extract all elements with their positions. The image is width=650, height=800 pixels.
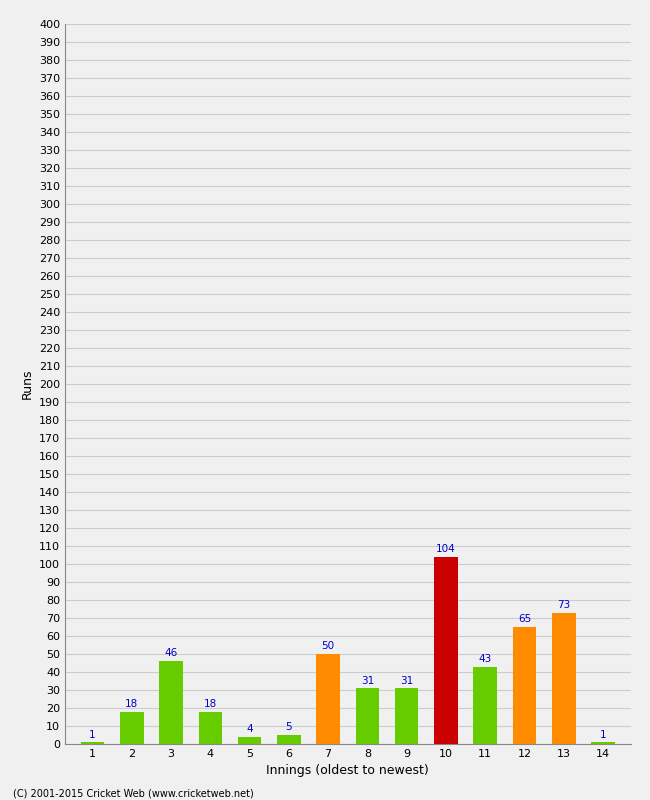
- Text: 1: 1: [600, 730, 606, 739]
- Text: 18: 18: [203, 699, 217, 709]
- Bar: [159, 661, 183, 744]
- Text: 31: 31: [361, 675, 374, 686]
- Bar: [473, 666, 497, 744]
- Text: 50: 50: [322, 642, 335, 651]
- Text: 104: 104: [436, 544, 456, 554]
- Bar: [513, 627, 536, 744]
- Bar: [120, 712, 144, 744]
- Bar: [434, 557, 458, 744]
- Text: 4: 4: [246, 724, 253, 734]
- Text: 46: 46: [164, 649, 177, 658]
- Bar: [592, 742, 615, 744]
- X-axis label: Innings (oldest to newest): Innings (oldest to newest): [266, 765, 429, 778]
- Text: 5: 5: [285, 722, 292, 732]
- Text: 31: 31: [400, 675, 413, 686]
- Bar: [81, 742, 104, 744]
- Text: 1: 1: [89, 730, 96, 739]
- Bar: [395, 688, 419, 744]
- Bar: [552, 613, 575, 744]
- Text: 65: 65: [518, 614, 531, 624]
- Bar: [317, 654, 340, 744]
- Text: 73: 73: [557, 600, 570, 610]
- Bar: [277, 735, 300, 744]
- Text: (C) 2001-2015 Cricket Web (www.cricketweb.net): (C) 2001-2015 Cricket Web (www.cricketwe…: [13, 788, 254, 798]
- Bar: [238, 737, 261, 744]
- Text: 18: 18: [125, 699, 138, 709]
- Y-axis label: Runs: Runs: [20, 369, 33, 399]
- Bar: [356, 688, 379, 744]
- Text: 43: 43: [478, 654, 492, 664]
- Bar: [198, 712, 222, 744]
